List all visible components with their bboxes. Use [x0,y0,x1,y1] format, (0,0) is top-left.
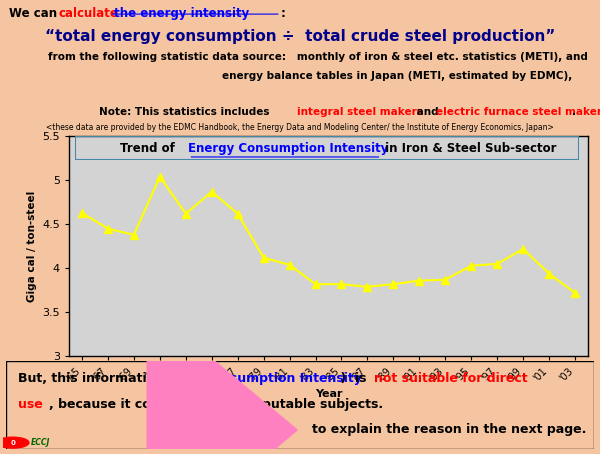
Text: Note: This statistics includes: Note: This statistics includes [99,107,273,117]
Text: not suitable for direct: not suitable for direct [373,371,527,385]
Text: from the following statistic data source:   monthly of iron & steel etc. statist: from the following statistic data source… [48,52,588,62]
Text: the energy intensity: the energy intensity [110,7,249,20]
Text: Energy Consumption Intensity: Energy Consumption Intensity [150,371,362,385]
Y-axis label: Giga cal / ton-steel: Giga cal / ton-steel [26,191,37,302]
Text: use: use [18,398,43,411]
Text: and: and [413,107,442,117]
FancyArrowPatch shape [147,305,297,454]
Text: :: : [281,7,286,20]
Text: energy balance tables in Japan (METI, estimated by EDMC),: energy balance tables in Japan (METI, es… [222,71,572,81]
Text: 0: 0 [10,439,15,446]
Text: integral steel makers: integral steel makers [297,107,423,117]
Text: in Iron & Steel Sub-sector: in Iron & Steel Sub-sector [382,142,557,154]
Text: “total energy consumption ÷  total crude steel production”: “total energy consumption ÷ total crude … [45,29,555,44]
Text: )  is: ) is [337,371,376,385]
Text: to explain the reason in the next page.: to explain the reason in the next page. [312,424,586,436]
X-axis label: Year: Year [315,389,342,399]
Circle shape [0,437,29,448]
Text: calculate: calculate [59,7,119,20]
Text: We can: We can [9,7,61,20]
Text: ECCJ: ECCJ [31,438,50,447]
Text: electric furnace steel makers: electric furnace steel makers [436,107,600,117]
Text: , because it contains many disputable subjects.: , because it contains many disputable su… [49,398,383,411]
Text: But, this information (: But, this information ( [18,371,174,385]
Text: .: . [572,107,576,117]
Text: Trend of: Trend of [121,142,179,154]
Text: Energy Consumption Intensity: Energy Consumption Intensity [188,142,389,154]
Text: <these data are provided by the EDMC Handbook, the Energy Data and Modeling Cent: <these data are provided by the EDMC Han… [46,123,554,132]
